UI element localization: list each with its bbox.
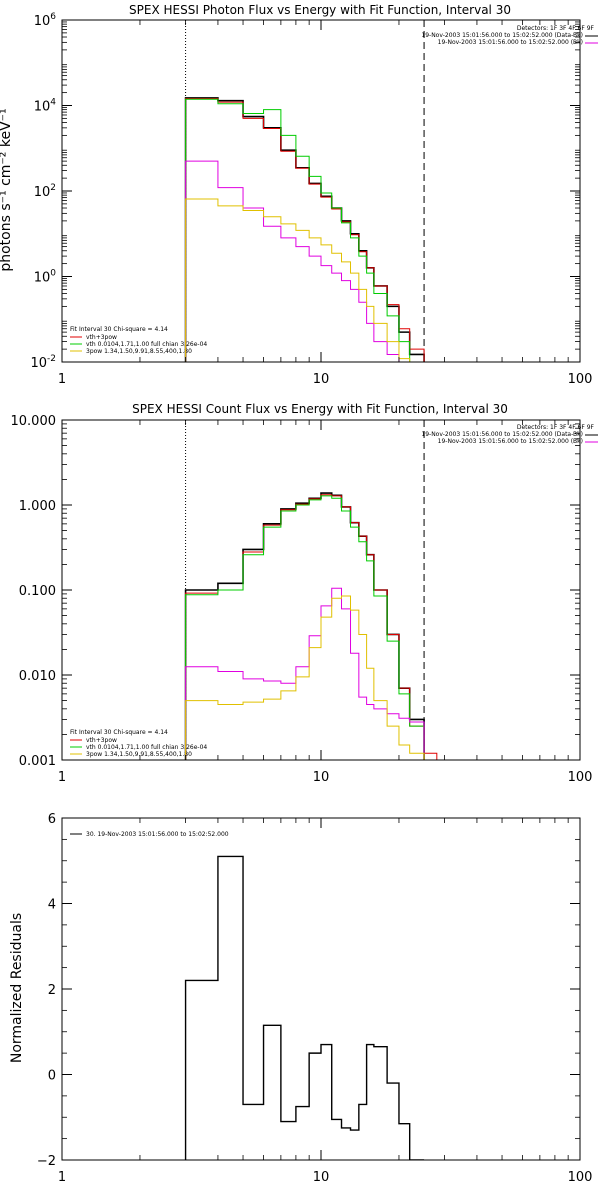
photon-flux-series-1	[185, 98, 425, 362]
legend-label-3pow-2: 3pow 1.34,1.50,9.91,8.55,400,1.80	[86, 751, 192, 758]
count-flux-title: SPEX HESSI Count Flux vs Energy with Fit…	[132, 402, 508, 416]
count-flux-x-tick-label: 1	[58, 770, 66, 785]
count-flux-y-tick-label: 10.000	[11, 414, 57, 429]
count-flux-y-tick-label: 1.000	[19, 499, 56, 514]
count-flux-y-tick-label: 0.100	[19, 584, 56, 599]
photon-flux-y-label: photons s⁻¹ cm⁻² keV⁻¹	[0, 108, 14, 271]
residuals-series-group	[184, 855, 425, 1160]
photon-flux-x-tick-label: 10	[313, 372, 330, 387]
photon-flux-x-tick-label: 1	[58, 372, 66, 387]
count-flux-series-group	[184, 492, 438, 760]
photon-flux-x-tick-label: 100	[568, 372, 593, 387]
residuals-series-0	[184, 855, 425, 1160]
info-line-data-2: 19-Nov-2003 15:01:56.000 to 15:02:52.000…	[421, 431, 583, 438]
photon-flux-panel: SPEX HESSI Photon Flux vs Energy with Fi…	[0, 3, 598, 387]
legend-label-vth-3pow: vth+3pow	[86, 334, 117, 341]
fit-interval-label: Fit Interval 30 Chi-square = 4.14	[70, 326, 168, 333]
legend-label-3pow: 3pow 1.34,1.50,9.91,8.55,400,1.80	[86, 348, 192, 355]
residuals-x-tick-label: 100	[568, 1170, 593, 1185]
residuals-y-label: Normalized Residuals	[9, 913, 25, 1063]
photon-flux-series-group	[184, 97, 425, 362]
count-flux-y-tick-label: 0.001	[19, 754, 56, 769]
residuals-y-tick-label: 6	[48, 812, 56, 827]
detectors-label: Detectors: 1F 3F 4F 6F 9F	[517, 25, 595, 32]
fit-interval-label-2: Fit Interval 30 Chi-square = 4.14	[70, 729, 168, 736]
count-flux-series-2	[185, 495, 425, 760]
info-line-data: 19-Nov-2003 15:01:56.000 to 15:02:52.000…	[421, 32, 583, 39]
info-line-bk-2: 19-Nov-2003 15:01:56.000 to 15:02:52.000…	[438, 438, 583, 445]
photon-flux-series-2	[185, 98, 425, 362]
info-line-bk: 19-Nov-2003 15:01:56.000 to 15:02:52.000…	[438, 39, 583, 46]
count-flux-x-tick-label: 10	[313, 770, 330, 785]
photon-flux-series-3	[185, 160, 425, 362]
legend-label-vth-2: vth 0.0104,1.71,1.00 full chian 3.26e-04	[86, 744, 207, 751]
residuals-y-tick-label: 4	[48, 898, 56, 913]
residuals-y-tick-label: 0	[48, 1069, 56, 1084]
residuals-y-tick-label: −2	[37, 1154, 56, 1169]
residuals-panel: Normalized Residuals 30. 19-Nov-2003 15:…	[9, 812, 592, 1185]
count-flux-series-3	[185, 587, 425, 760]
residuals-x-tick-label: 10	[313, 1170, 330, 1185]
detectors-label-2: Detectors: 1F 3F 4F 6F 9F	[517, 424, 595, 431]
photon-flux-title: SPEX HESSI Photon Flux vs Energy with Fi…	[129, 3, 511, 17]
count-flux-series-4	[185, 595, 425, 760]
count-flux-panel: SPEX HESSI Count Flux vs Energy with Fit…	[11, 402, 598, 785]
count-flux-y-tick-label: 0.010	[19, 669, 56, 684]
legend-label-vth-3pow-2: vth+3pow	[86, 737, 117, 744]
photon-flux-series-4	[185, 198, 425, 362]
count-flux-x-tick-label: 100	[568, 770, 593, 785]
residuals-y-tick-label: 2	[48, 983, 56, 998]
residuals-x-tick-label: 1	[58, 1170, 66, 1185]
residuals-legend-label: 30. 19-Nov-2003 15:01:56.000 to 15:02:52…	[86, 831, 229, 838]
legend-label-vth: vth 0.0104,1.71,1.00 full chian 3.26e-04	[86, 341, 207, 348]
